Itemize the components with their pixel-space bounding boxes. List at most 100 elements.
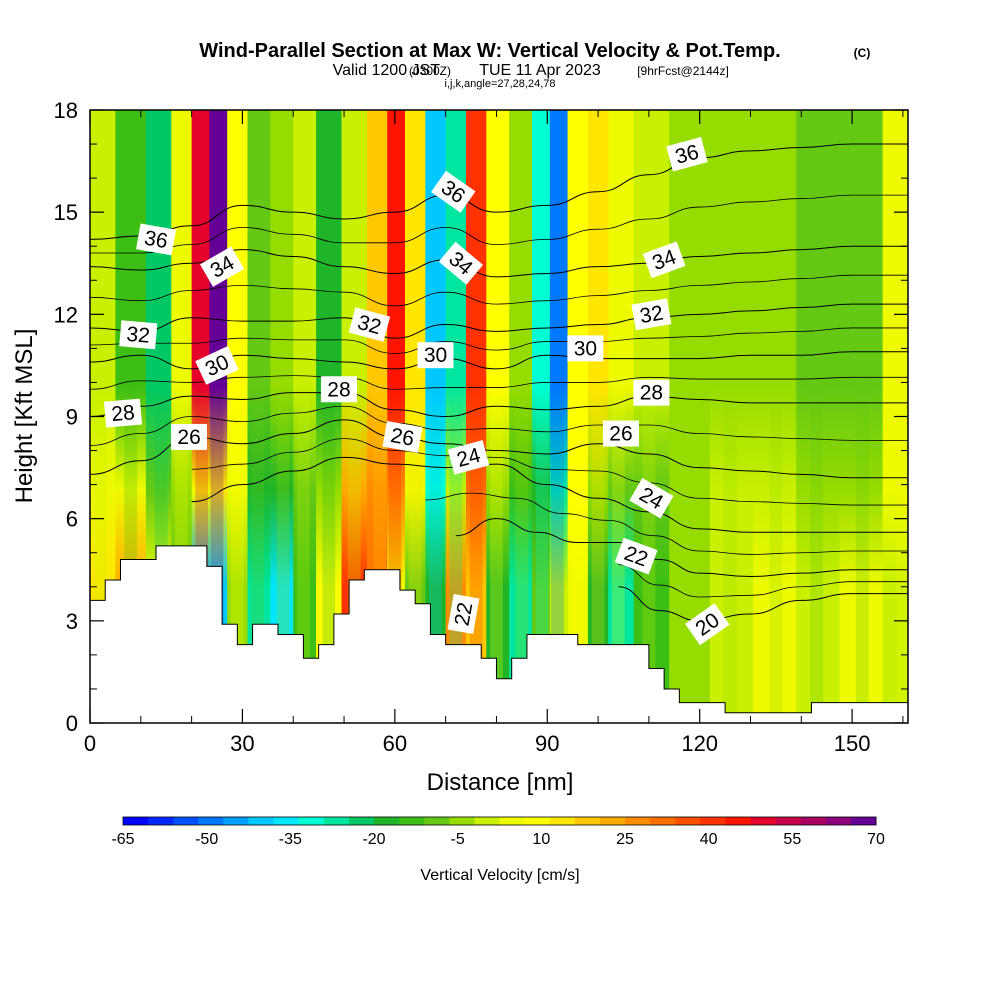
colorbar-swatch: [776, 817, 802, 825]
x-tick-label: 30: [230, 731, 254, 756]
colorbar-swatch: [324, 817, 350, 825]
colorbar-swatch: [650, 817, 676, 825]
colorbar-label: Vertical Velocity [cm/s]: [420, 867, 579, 884]
colorbar-tick-label: -50: [195, 831, 218, 848]
colorbar-swatch: [399, 817, 425, 825]
colorbar-swatch: [148, 817, 174, 825]
colorbar-tick-label: -20: [362, 831, 385, 848]
x-axis-label: Distance [nm]: [427, 769, 574, 796]
contour-label-text: 28: [640, 382, 663, 405]
colorbar-swatch: [675, 817, 701, 825]
colorbar-swatch: [274, 817, 300, 825]
colorbar-tick-label: 70: [867, 831, 885, 848]
contour-label-text: 26: [609, 423, 632, 446]
velocity-core: [612, 110, 625, 723]
contour-label-text: 26: [177, 426, 200, 449]
velocity-core: [490, 110, 503, 723]
contour-label-text: 28: [110, 401, 135, 426]
colorbar-tick-label: 10: [532, 831, 550, 848]
contour-label-text: 32: [638, 301, 665, 328]
velocity-core: [277, 110, 290, 723]
contour-label: 26: [171, 424, 207, 450]
colorbar-swatch: [751, 817, 777, 825]
forecast-text: [9hrFcst@2144z]: [637, 64, 729, 78]
contour-label-text: 28: [327, 378, 350, 401]
contour-label-text: 32: [126, 323, 151, 348]
colorbar-swatch: [123, 817, 149, 825]
y-axis-label: Height [Kft MSL]: [11, 329, 38, 504]
colorbar-tick-label: 55: [783, 831, 801, 848]
colorbar-swatch: [198, 817, 224, 825]
colorbar-swatch: [424, 817, 450, 825]
colorbar-swatch: [525, 817, 551, 825]
colorbar-tick-label: 40: [700, 831, 718, 848]
colorbar-swatch: [600, 817, 626, 825]
velocity-core: [571, 110, 584, 723]
velocity-core: [536, 110, 549, 723]
colorbar-swatch: [725, 817, 751, 825]
y-tick-label: 3: [66, 609, 78, 634]
chart-title: Wind-Parallel Section at Max W: Vertical…: [199, 40, 780, 62]
x-tick-label: 90: [535, 731, 559, 756]
contour-label-text: 30: [574, 337, 597, 360]
velocity-core: [856, 110, 869, 723]
colorbar-swatch: [249, 817, 275, 825]
velocity-core: [724, 110, 737, 723]
y-tick-label: 0: [66, 711, 78, 736]
contour-label: 28: [321, 376, 357, 402]
velocity-core: [551, 110, 564, 723]
plot-area: 3634323028262832263034362422302628323436…: [90, 110, 909, 723]
colorbar-tick-label: -35: [279, 831, 302, 848]
y-tick-label: 6: [66, 507, 78, 532]
colorbar-swatch: [851, 817, 877, 825]
colorbar-swatch: [173, 817, 199, 825]
colorbar-tick-label: 25: [616, 831, 634, 848]
velocity-core: [515, 110, 528, 723]
contour-label: 28: [104, 399, 142, 428]
date-text: TUE 11 Apr 2023: [479, 62, 601, 79]
colorbar-swatch: [826, 817, 852, 825]
utc-time-text: (0300Z): [409, 64, 451, 78]
colorbar-tick-label: -5: [451, 831, 465, 848]
velocity-core: [770, 110, 783, 723]
colorbar-swatch: [449, 817, 475, 825]
grid-indices-text: i,j,k,angle=27,28,24,78: [444, 78, 555, 90]
x-tick-label: 60: [383, 731, 407, 756]
colorbar-swatch: [474, 817, 500, 825]
colorbar-swatch: [550, 817, 576, 825]
contour-label: 32: [119, 320, 157, 349]
colorbar-swatch: [349, 817, 375, 825]
colorbar-tick-label: -65: [111, 831, 134, 848]
contour-label-text: 26: [389, 424, 416, 451]
colorbar-swatch: [374, 817, 400, 825]
colorbar-swatch: [299, 817, 325, 825]
contour-label-text: 22: [451, 601, 478, 628]
contour-label-text: 36: [142, 227, 169, 254]
y-tick-label: 15: [54, 200, 78, 225]
y-tick-label: 12: [54, 302, 78, 327]
colorbar-swatch: [801, 817, 827, 825]
colorbar-swatch: [575, 817, 601, 825]
contour-label: 30: [567, 335, 603, 361]
x-tick-label: 0: [84, 731, 96, 756]
velocity-core: [592, 110, 605, 723]
contour-label: 30: [417, 342, 453, 368]
colorbar-swatch: [223, 817, 249, 825]
copyright-mark: (C): [854, 46, 871, 60]
velocity-core: [642, 110, 655, 723]
x-tick-label: 150: [834, 731, 871, 756]
colorbar-swatch: [500, 817, 526, 825]
contour-label: 28: [633, 380, 669, 406]
velocity-core: [322, 110, 335, 723]
contour-label-text: 30: [424, 344, 447, 367]
colorbar-swatch: [625, 817, 651, 825]
velocity-core: [297, 110, 310, 723]
colorbar: -65 -50 -35 -20 -5 10 25 40 55 70: [111, 817, 885, 848]
y-tick-label: 18: [54, 98, 78, 123]
colorbar-swatch: [700, 817, 726, 825]
y-tick-label: 9: [66, 405, 78, 430]
x-tick-label: 120: [681, 731, 718, 756]
velocity-core: [810, 110, 823, 723]
cross-section-chart: Wind-Parallel Section at Max W: Vertical…: [0, 0, 1000, 1000]
contour-label: 26: [603, 421, 639, 447]
